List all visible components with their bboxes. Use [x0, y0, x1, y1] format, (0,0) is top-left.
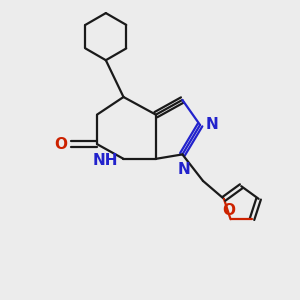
Text: N: N: [206, 118, 218, 133]
Text: N: N: [178, 162, 190, 177]
Text: O: O: [54, 136, 67, 152]
Text: NH: NH: [93, 153, 118, 168]
Text: O: O: [223, 203, 236, 218]
